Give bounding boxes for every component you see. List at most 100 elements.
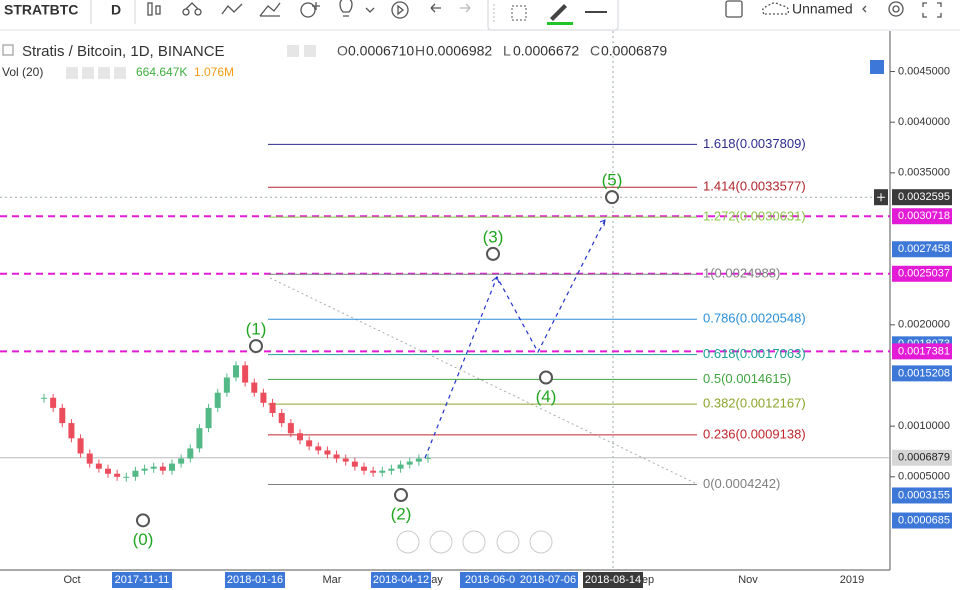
y-tick-label: 0.0045000	[898, 65, 950, 77]
candle	[297, 433, 303, 441]
candle	[333, 454, 340, 459]
fib-label: 1.414(0.0033577)	[703, 179, 806, 194]
legend-icons[interactable]	[66, 45, 316, 79]
x-label-highlight	[583, 572, 643, 588]
volume-title: Vol (20)	[2, 65, 43, 79]
x-axis-label: 2017-11-11	[115, 574, 170, 586]
x-axis-label: ay	[431, 574, 443, 586]
wave-label: (1)	[246, 320, 267, 339]
candle	[370, 470, 377, 473]
price-label-box	[892, 449, 952, 466]
y-tick-label: 0.0040000	[898, 116, 950, 128]
price-label: 0.0030718	[898, 210, 950, 222]
wave-label: (2)	[391, 505, 412, 524]
candle	[361, 466, 367, 471]
price-label-box	[892, 265, 952, 282]
candle	[388, 468, 395, 471]
layout-name[interactable]: Unnamed	[792, 1, 853, 17]
candle	[242, 365, 249, 383]
legend: Stratis / Bitcoin, 1D, BINANCE O 0.00067…	[2, 43, 884, 79]
wave-label: (0)	[133, 530, 154, 549]
x-label-highlight	[518, 572, 578, 588]
candle	[214, 392, 221, 408]
candle	[95, 463, 102, 469]
x-axis-label: 2018-01-16	[227, 574, 283, 586]
candle	[50, 397, 57, 408]
y-tick-label: 0.0010000	[898, 420, 950, 432]
candle	[406, 461, 413, 465]
candle	[324, 450, 331, 455]
x-axis-label: Nov	[738, 574, 758, 586]
fib-trend-line	[269, 277, 698, 485]
candle	[205, 407, 212, 429]
candle	[150, 466, 157, 469]
symbol[interactable]: STRATBTC	[4, 2, 78, 18]
candle	[187, 448, 194, 459]
y-tick-label: 0.0035000	[898, 167, 950, 179]
candle	[196, 428, 203, 449]
wave-point	[136, 513, 150, 528]
candle	[425, 457, 431, 459]
x-axis-label: 2018-04-12	[373, 574, 429, 586]
candle	[278, 412, 285, 424]
price-scale	[890, 31, 960, 570]
candle	[260, 392, 267, 403]
price-label-box	[892, 208, 952, 225]
candle	[251, 382, 258, 393]
close-label: C	[590, 43, 600, 59]
low-value: 0.0006672	[513, 43, 579, 59]
x-axis-label: ep	[642, 574, 654, 586]
candle	[178, 458, 185, 464]
candle	[269, 402, 276, 413]
wave-point	[249, 339, 263, 354]
fib-label: 0.5(0.0014615)	[703, 371, 791, 386]
x-axis-label: 2018-06-0	[465, 574, 515, 586]
wave-point	[605, 190, 619, 205]
plot-area: 0.0045000 0.0040000 0.0035000 0.0020000 0.00…	[0, 31, 952, 588]
wave-point	[394, 488, 408, 503]
candle	[415, 458, 422, 462]
candle	[315, 446, 322, 451]
candle	[351, 461, 358, 467]
x-label-highlight	[225, 572, 285, 588]
candle	[342, 458, 349, 462]
fib-label: 0(0.0004242)	[703, 476, 780, 491]
x-axis-label: Oct	[63, 574, 80, 586]
volume-value: 664.647K	[136, 65, 187, 79]
open-value: 0.0006710	[348, 43, 414, 59]
drawing-toolbar[interactable]	[487, 0, 619, 31]
price-label: 0.0032595	[898, 191, 950, 203]
x-axis-label: 2018-08-14	[585, 574, 641, 586]
price-label-box	[892, 365, 952, 382]
price-label: 0.0017381	[898, 345, 950, 357]
toolbar-icons[interactable]	[90, 0, 942, 24]
price-label-box	[892, 241, 952, 258]
collapse-button[interactable]	[2, 44, 14, 56]
interval[interactable]: D	[111, 2, 121, 18]
candle	[306, 440, 313, 447]
price-label: 0.0025037	[898, 268, 950, 280]
price-label: 0.0027458	[898, 243, 950, 255]
price-label-box	[892, 512, 952, 529]
fib-label: 0.382(0.0012167)	[703, 396, 806, 411]
candle	[233, 365, 239, 378]
wave-label: (5)	[602, 171, 623, 190]
price-label: 0.0006879	[898, 452, 950, 464]
scroll-button[interactable]	[870, 60, 884, 74]
candle	[77, 438, 84, 454]
price-label: 0.0003155	[898, 489, 950, 501]
navigation-buttons[interactable]	[396, 530, 553, 554]
price-label-box	[892, 487, 952, 504]
x-axis-label: Mar	[323, 574, 342, 586]
fib-label: 1.618(0.0037809)	[703, 136, 806, 151]
candle	[68, 423, 75, 439]
candle	[114, 473, 121, 477]
candle	[223, 377, 230, 393]
price-label: 0.0015208	[898, 367, 950, 379]
candle	[123, 476, 130, 478]
fib-label: 0.786(0.0020548)	[703, 311, 806, 326]
candle	[169, 463, 175, 471]
candle	[132, 470, 139, 477]
candle	[141, 468, 148, 471]
